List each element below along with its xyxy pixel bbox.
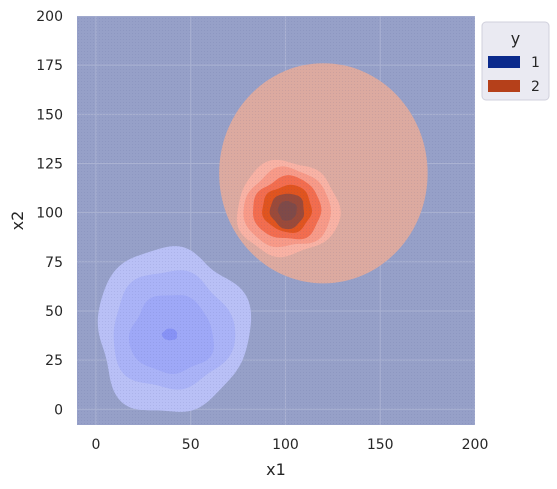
y-tick-label: 150 — [36, 107, 63, 123]
y-tick-label: 0 — [54, 402, 63, 418]
plot-area — [77, 16, 475, 425]
x-tick-label: 0 — [91, 437, 100, 453]
legend-swatch-1 — [488, 56, 520, 68]
y-axis: 0 25 50 75 100 125 150 175 200 — [36, 9, 63, 418]
x-tick-label: 150 — [367, 437, 394, 453]
y-tick-label: 100 — [36, 206, 63, 222]
x-tick-label: 50 — [182, 437, 200, 453]
x-tick-label: 200 — [462, 437, 489, 453]
plot-texture — [77, 16, 475, 425]
y-tick-label: 125 — [36, 156, 63, 172]
legend-swatch-2 — [488, 80, 520, 92]
legend-label-1: 1 — [531, 55, 540, 71]
y-axis-label: x2 — [8, 211, 27, 231]
legend-title: y — [511, 29, 520, 48]
x-axis: 0 50 100 150 200 — [91, 437, 488, 453]
y-tick-label: 200 — [36, 9, 63, 25]
y-tick-label: 75 — [45, 255, 63, 271]
y-tick-label: 175 — [36, 58, 63, 74]
y-tick-label: 50 — [45, 304, 63, 320]
x-tick-label: 100 — [272, 437, 299, 453]
x-axis-label: x1 — [266, 460, 286, 479]
legend: y 1 2 — [481, 21, 550, 101]
legend-label-2: 2 — [531, 79, 540, 95]
y-tick-label: 25 — [45, 353, 63, 369]
